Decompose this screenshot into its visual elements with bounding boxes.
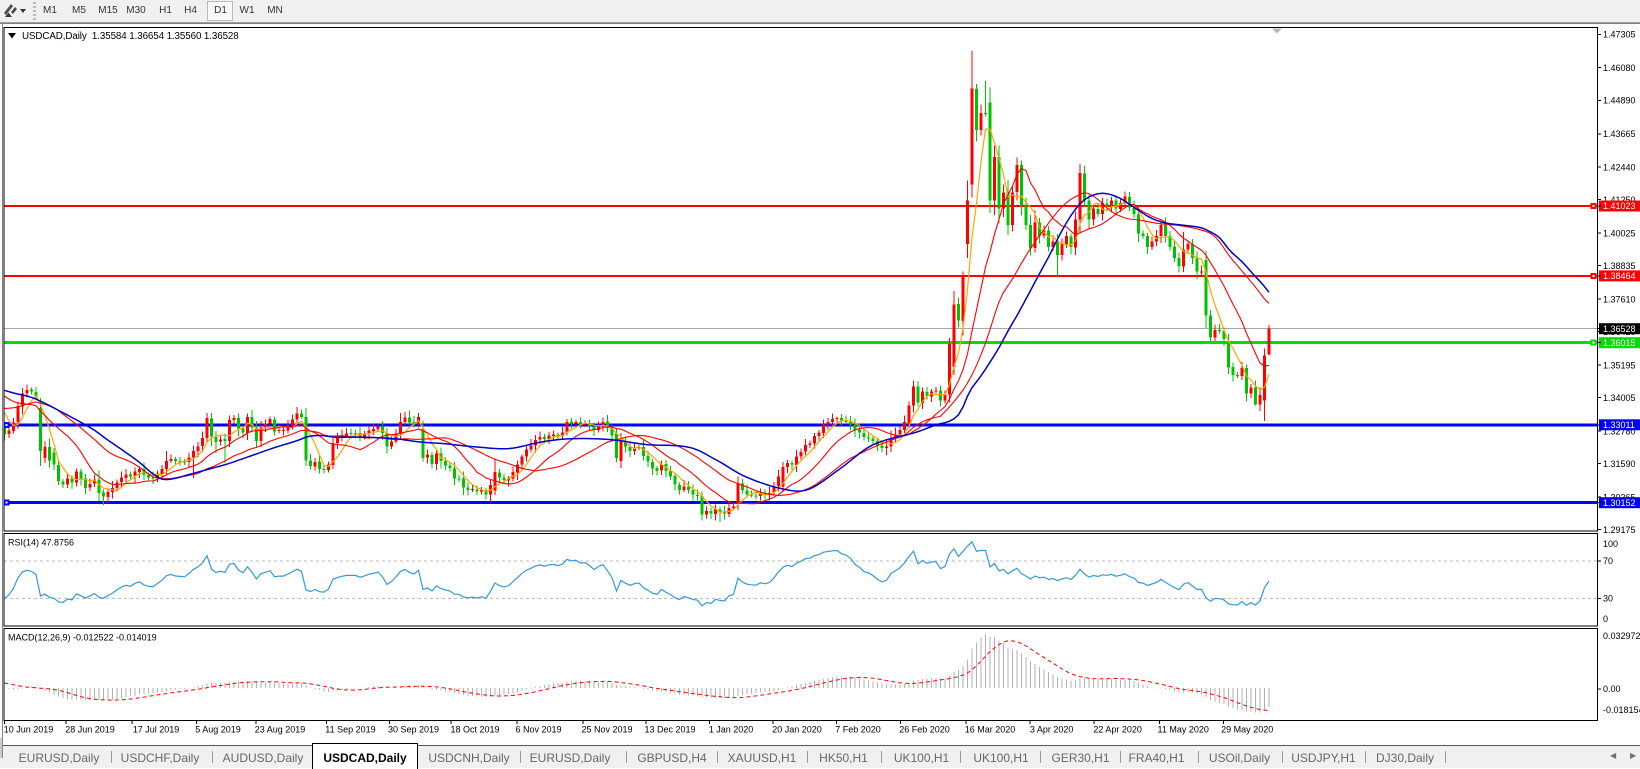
svg-text:1.30152: 1.30152 xyxy=(1603,498,1636,508)
svg-text:1.36528: 1.36528 xyxy=(1603,324,1636,334)
svg-text:1.37610: 1.37610 xyxy=(1603,294,1636,304)
svg-text:70: 70 xyxy=(1603,556,1613,566)
svg-text:11 May 2020: 11 May 2020 xyxy=(1158,725,1209,735)
svg-text:-0.018154: -0.018154 xyxy=(1603,705,1640,715)
svg-text:7 Feb 2020: 7 Feb 2020 xyxy=(835,725,881,735)
svg-text:29 May 2020: 29 May 2020 xyxy=(1221,725,1273,735)
svg-text:30: 30 xyxy=(1603,594,1613,604)
svg-text:23 Aug 2019: 23 Aug 2019 xyxy=(255,725,306,735)
svg-text:10 Jun 2019: 10 Jun 2019 xyxy=(4,725,54,735)
svg-text:6 Nov 2019: 6 Nov 2019 xyxy=(515,725,561,735)
svg-text:18 Oct 2019: 18 Oct 2019 xyxy=(450,725,499,735)
svg-text:22 Apr 2020: 22 Apr 2020 xyxy=(1093,725,1142,735)
svg-text:1.43665: 1.43665 xyxy=(1603,129,1636,139)
svg-text:1.44890: 1.44890 xyxy=(1603,96,1636,106)
svg-text:17 Jul 2019: 17 Jul 2019 xyxy=(133,725,180,735)
svg-text:0.032972: 0.032972 xyxy=(1603,631,1640,641)
svg-text:25 Nov 2019: 25 Nov 2019 xyxy=(581,725,632,735)
svg-text:5 Aug 2019: 5 Aug 2019 xyxy=(195,725,241,735)
svg-text:1.41250: 1.41250 xyxy=(1603,195,1636,205)
svg-text:0.00: 0.00 xyxy=(1603,684,1621,694)
svg-text:100: 100 xyxy=(1603,539,1618,549)
svg-text:1.29175: 1.29175 xyxy=(1603,525,1636,535)
svg-text:1.41023: 1.41023 xyxy=(1603,201,1636,211)
svg-text:3 Apr 2020: 3 Apr 2020 xyxy=(1030,725,1074,735)
svg-text:20 Jan 2020: 20 Jan 2020 xyxy=(772,725,822,735)
svg-text:1.32780: 1.32780 xyxy=(1603,426,1636,436)
svg-text:26 Feb 2020: 26 Feb 2020 xyxy=(899,725,950,735)
svg-text:13 Dec 2019: 13 Dec 2019 xyxy=(644,725,695,735)
svg-text:1.36015: 1.36015 xyxy=(1603,338,1636,348)
svg-text:1.35195: 1.35195 xyxy=(1603,360,1636,370)
svg-text:30 Sep 2019: 30 Sep 2019 xyxy=(388,725,439,735)
svg-text:1.33011: 1.33011 xyxy=(1603,420,1635,430)
svg-text:1.38835: 1.38835 xyxy=(1603,261,1636,271)
svg-text:0: 0 xyxy=(1603,614,1608,624)
svg-text:USDCAD,Daily 1.35584 1.36654: USDCAD,Daily 1.35584 1.36654 1.35560 1.3… xyxy=(22,31,239,42)
svg-text:1.34005: 1.34005 xyxy=(1603,393,1636,403)
svg-text:16 Mar 2020: 16 Mar 2020 xyxy=(965,725,1016,735)
svg-text:1 Jan 2020: 1 Jan 2020 xyxy=(709,725,754,735)
svg-text:MACD(12,26,9) -0.012522 -0.014: MACD(12,26,9) -0.012522 -0.014019 xyxy=(8,633,157,643)
svg-text:1.47305: 1.47305 xyxy=(1603,30,1636,40)
svg-text:1.31590: 1.31590 xyxy=(1603,459,1636,469)
svg-text:1.42440: 1.42440 xyxy=(1603,162,1636,172)
svg-text:1.38464: 1.38464 xyxy=(1603,271,1636,281)
svg-text:11 Sep 2019: 11 Sep 2019 xyxy=(325,725,375,735)
svg-text:1.40025: 1.40025 xyxy=(1603,228,1636,238)
svg-text:1.46080: 1.46080 xyxy=(1603,63,1636,73)
svg-text:28 Jun 2019: 28 Jun 2019 xyxy=(65,725,115,735)
svg-text:RSI(14) 47.8756: RSI(14) 47.8756 xyxy=(8,538,74,548)
